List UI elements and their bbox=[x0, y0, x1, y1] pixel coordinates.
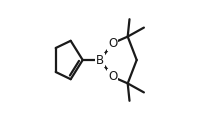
Text: B: B bbox=[96, 54, 104, 66]
Text: O: O bbox=[108, 70, 117, 83]
Text: O: O bbox=[108, 37, 117, 50]
